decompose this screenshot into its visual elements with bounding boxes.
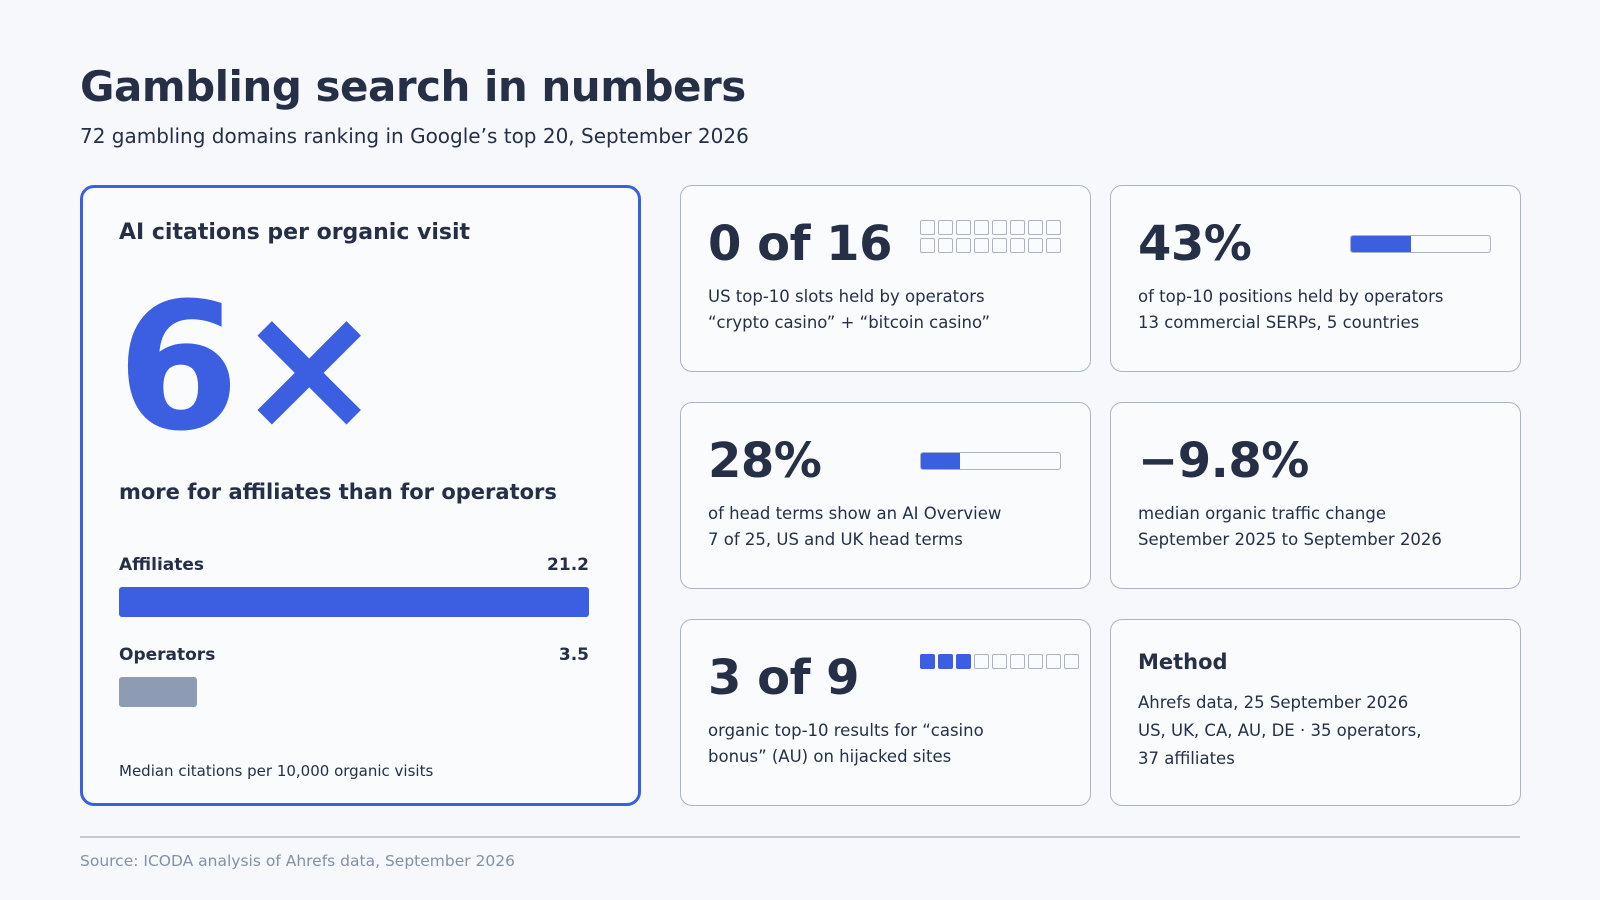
stat-value: 28% [708,433,822,489]
method-line: 37 affiliates [1138,749,1235,768]
progress-fill [1351,236,1411,252]
stat-line-2: bonus” (AU) on hijacked sites [708,747,952,766]
stat-line-2: 13 commercial SERPs, 5 countries [1138,313,1420,332]
squares-indicator [920,220,1061,253]
affiliates-bar-track [119,587,589,617]
square-empty [920,220,935,235]
stat-card-hijacked-sites: 3 of 9 organic top-10 results for “casin… [680,619,1091,806]
hero-value: 6× [117,265,383,470]
progress-bar [920,452,1061,470]
square-filled [956,654,971,669]
stat-line-1: of head terms show an AI Overview [708,504,1002,523]
square-filled [938,654,953,669]
square-empty [956,238,971,253]
stat-line-1: median organic traffic change [1138,504,1386,523]
stat-value: 3 of 9 [708,650,860,706]
affiliates-value: 21.2 [547,555,589,575]
square-empty [1064,654,1079,669]
stat-value: 43% [1138,216,1252,272]
stat-line-1: US top-10 slots held by operators [708,287,985,306]
square-empty [1046,238,1061,253]
stat-value: −9.8% [1138,433,1309,489]
stat-card-operator-positions: 43% of top-10 positions held by operator… [1110,185,1521,372]
square-empty [974,654,989,669]
progress-bar [1350,235,1491,253]
square-empty [1046,654,1061,669]
square-empty [974,238,989,253]
square-filled [920,654,935,669]
operators-bar-track [119,677,589,707]
hero-caption: more for affiliates than for operators [119,480,557,504]
square-empty [992,654,1007,669]
page-subtitle: 72 gambling domains ranking in Google’s … [80,124,749,148]
stat-value: 0 of 16 [708,216,892,272]
square-empty [1028,220,1043,235]
stat-line-2: September 2025 to September 2026 [1138,530,1442,549]
progress-fill [921,453,960,469]
squares-indicator [920,654,1079,669]
square-empty [1010,238,1025,253]
square-empty [974,220,989,235]
square-empty [938,220,953,235]
hero-footnote: Median citations per 10,000 organic visi… [119,762,434,780]
square-empty [1046,220,1061,235]
stat-line-2: 7 of 25, US and UK head terms [708,530,963,549]
square-empty [1028,654,1043,669]
affiliates-bar-fill [119,587,589,617]
stat-card-traffic-change: −9.8% median organic traffic change Sept… [1110,402,1521,589]
square-empty [956,220,971,235]
method-card: Method Ahrefs data, 25 September 2026 US… [1110,619,1521,806]
footer-divider [80,836,1520,838]
stat-line-2: “crypto casino” + “bitcoin casino” [708,313,991,332]
stat-card-ai-overview: 28% of head terms show an AI Overview 7 … [680,402,1091,589]
page-title: Gambling search in numbers [80,62,746,111]
square-empty [938,238,953,253]
square-empty [992,220,1007,235]
square-empty [992,238,1007,253]
stat-card-us-slots: 0 of 16 US top-10 slots held by operator… [680,185,1091,372]
hero-card: AI citations per organic visit 6× more f… [80,185,641,806]
square-empty [1010,220,1025,235]
square-empty [920,238,935,253]
square-empty [1010,654,1025,669]
method-title: Method [1138,650,1228,674]
source-note: Source: ICODA analysis of Ahrefs data, S… [80,852,515,870]
operators-bar-fill [119,677,197,707]
operators-label: Operators [119,645,216,665]
method-line: US, UK, CA, AU, DE · 35 operators, [1138,721,1422,740]
square-empty [1028,238,1043,253]
hero-label: AI citations per organic visit [119,220,471,245]
operators-value: 3.5 [558,645,589,665]
stat-line-1: organic top-10 results for “casino [708,721,984,740]
method-line: Ahrefs data, 25 September 2026 [1138,693,1409,712]
affiliates-label: Affiliates [119,555,205,575]
stat-line-1: of top-10 positions held by operators [1138,287,1444,306]
